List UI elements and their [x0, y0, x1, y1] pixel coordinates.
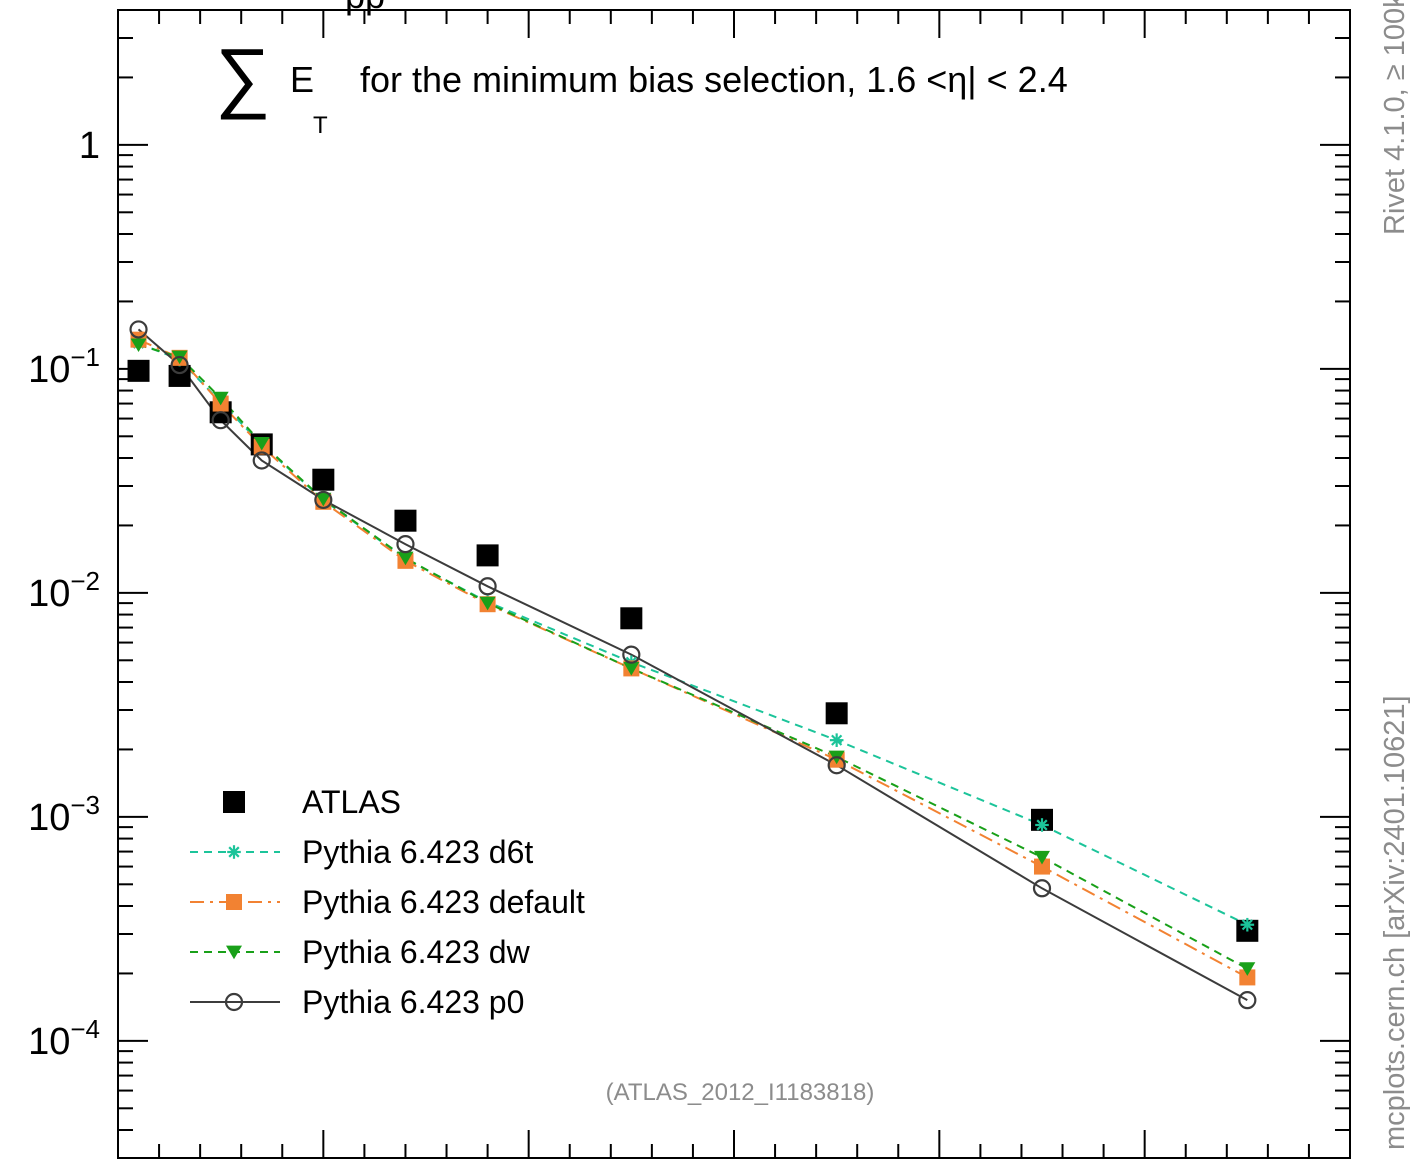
chart-title: ∑ E T for the minimum bias selection, 1.…: [215, 32, 1068, 139]
legend-item: Pythia 6.423 default: [190, 884, 585, 920]
plot-frame: [117, 9, 1351, 1159]
axis-ticks: [117, 9, 1351, 1159]
data-point: [394, 509, 417, 532]
data-point: [825, 702, 848, 725]
series-markers-group: [131, 336, 1255, 932]
legend-item: ATLAS: [223, 784, 401, 820]
side-label-bottom: mcplots.cern.ch [arXiv:2401.10621]: [1379, 695, 1411, 1150]
data-point: [1240, 917, 1255, 932]
data-point: [623, 662, 640, 676]
asterisk-stroke: [1241, 919, 1253, 931]
data-point: [620, 607, 643, 630]
data-point: [827, 756, 846, 775]
legend-label: ATLAS: [302, 784, 401, 820]
data-point: [227, 845, 241, 859]
y-tick-label: 10−3: [28, 790, 100, 839]
series-markers-group: [130, 338, 1256, 976]
data-point: [829, 733, 844, 747]
y-tick-label: 10−2: [28, 566, 100, 615]
y-tick-label: 10−1: [28, 342, 100, 391]
data-point: [1034, 858, 1050, 875]
legend-item: Pythia 6.423 p0: [190, 984, 524, 1020]
asterisk-stroke: [1036, 819, 1048, 831]
data-point: [253, 436, 270, 451]
data-point: [170, 355, 189, 375]
y-tick-label: 1: [79, 125, 100, 167]
series-markers-group: [129, 320, 1257, 1010]
data-point: [1032, 879, 1052, 898]
legend-item: Pythia 6.423 dw: [190, 934, 531, 970]
series-line: [138, 342, 1248, 926]
series-markers: [127, 320, 1259, 1010]
title-variable: E: [290, 59, 314, 100]
data-point: [223, 791, 245, 813]
legend-item: Pythia 6.423 d6t: [190, 834, 533, 870]
data-point: [1238, 991, 1257, 1010]
data-point: [252, 451, 271, 470]
top-cut-text: pp: [345, 0, 385, 16]
y-tick-labels: 1 10−1 10−2 10−3 10−4: [28, 125, 100, 1063]
series-line: [137, 328, 1248, 1001]
reference-label: (ATLAS_2012_I1183818): [606, 1079, 875, 1106]
legend: ATLAS Pythia 6.423 d6t Pythia 6.423 defaul…: [190, 784, 585, 1020]
series-markers-group: [130, 331, 1256, 986]
data-point: [622, 645, 641, 664]
data-point: [1239, 962, 1256, 976]
legend-label: Pythia 6.423 p0: [302, 984, 524, 1020]
data-point: [396, 535, 415, 554]
series-line: [138, 343, 1248, 970]
data-point: [1035, 818, 1049, 832]
data-point: [224, 992, 244, 1012]
data-point: [1239, 969, 1256, 986]
data-point: [129, 320, 148, 339]
data-point: [397, 551, 414, 566]
data-point: [1034, 850, 1050, 865]
legend-label: Pythia 6.423 dw: [302, 934, 531, 970]
data-point: [476, 544, 499, 567]
series-line: [138, 338, 1248, 979]
y-tick-label: 10−4: [28, 1014, 100, 1063]
side-label-top: Rivet 4.1.0, ≥ 100k events: [1379, 0, 1411, 235]
series-markers-group: [127, 359, 1259, 942]
data-point: [312, 468, 335, 491]
title-sum-symbol: ∑: [215, 32, 271, 120]
legend-label: Pythia 6.423 d6t: [302, 834, 533, 870]
data-point: [226, 945, 242, 960]
title-subscript: T: [313, 112, 328, 139]
data-point: [212, 391, 229, 406]
data-point: [226, 894, 242, 910]
data-point: [478, 577, 497, 596]
data-point: [314, 490, 333, 510]
title-text: for the minimum bias selection, 1.6 <η| …: [360, 59, 1068, 100]
asterisk-stroke: [228, 846, 240, 858]
legend-label: Pythia 6.423 default: [302, 884, 585, 920]
data-point: [127, 359, 150, 382]
asterisk-stroke: [831, 734, 843, 746]
data-point: [130, 338, 147, 353]
data-point: [315, 492, 332, 507]
data-point: [479, 596, 496, 611]
data-point: [211, 411, 230, 430]
